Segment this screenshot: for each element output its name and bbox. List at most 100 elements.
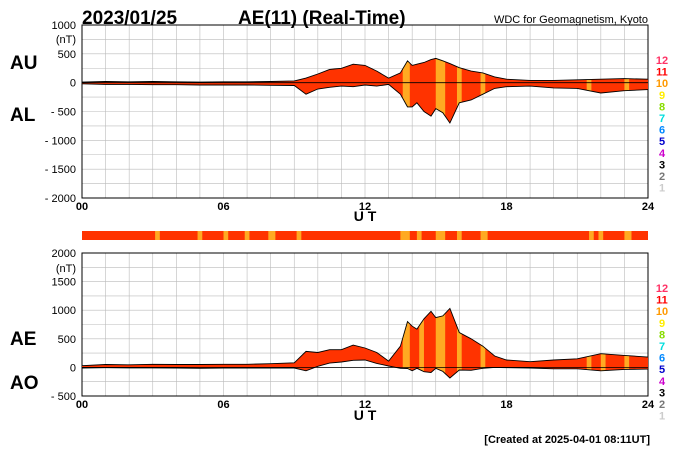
au-al-y-ticks: 1000 500 0 - 500 - 1000 - 1500 - 2000: [45, 20, 76, 205]
y-tick-label: - 2000: [45, 193, 76, 205]
station-highlight-band: [435, 58, 446, 123]
station-scale-label: 5: [659, 136, 665, 148]
y-tick-label: 1000: [52, 20, 76, 32]
station-bar-segment: [598, 231, 604, 240]
station-bar-segment: [480, 231, 488, 240]
y-tick-label: 2000: [52, 248, 76, 260]
station-scale-label: 11: [656, 295, 668, 307]
ae-ao-grid: [81, 252, 649, 397]
station-scale-label: 9: [659, 318, 665, 330]
plot-frame: [81, 252, 649, 397]
x-tick-label: 12: [359, 201, 371, 213]
station-bar-segment: [456, 231, 462, 240]
station-scale-label: 1: [659, 411, 665, 423]
x-tick-label: 24: [642, 399, 655, 411]
station-scale-label: 3: [659, 159, 665, 171]
station-bar-base: [82, 231, 648, 240]
station-bar-segment: [400, 231, 410, 240]
station-scale-label: 7: [659, 113, 665, 125]
station-highlight-band: [480, 58, 486, 123]
station-bar-segment: [416, 231, 422, 240]
ae-ao-x-ticks: 00 06 12 18 24: [76, 399, 655, 411]
station-scale-label: 1: [659, 183, 665, 195]
station-count-bar: [82, 231, 648, 240]
y-tick-label: 0: [70, 362, 76, 374]
x-tick-label: 06: [217, 399, 229, 411]
y-tick-label: - 1500: [45, 164, 76, 176]
au-al-unit: (nT): [56, 34, 76, 46]
y-tick-label: 500: [58, 334, 76, 346]
ae-ao-y-ticks: 2000 1500 1000 500 0 - 500: [51, 248, 76, 403]
station-highlight-band: [456, 58, 462, 123]
au-al-x-ticks: 00 06 12 18 24: [76, 201, 655, 213]
station-bar-segment: [244, 231, 250, 240]
station-scale-label: 10: [656, 78, 668, 90]
station-scale-label: 6: [659, 353, 665, 365]
station-bar-segment: [268, 231, 276, 240]
y-tick-label: 1500: [52, 277, 76, 289]
chart-date: 2023/01/25: [82, 8, 178, 29]
station-scale-label: 4: [659, 376, 666, 388]
ao-label: AO: [10, 373, 39, 394]
station-scale-label: 10: [656, 306, 668, 318]
plot-frame: [81, 24, 649, 199]
station-scale-label: 12: [656, 55, 668, 67]
series-line-au: [81, 57, 649, 83]
x-tick-label: 24: [642, 201, 655, 213]
series-line-ae: [81, 307, 649, 367]
source-label: WDC for Geomagnetism, Kyoto: [494, 14, 648, 26]
station-bar-segment: [223, 231, 229, 240]
station-scale-label: 5: [659, 364, 665, 376]
au-al-grid: [81, 24, 649, 199]
ae-label: AE: [10, 329, 36, 350]
station-scale-label: 12: [656, 283, 668, 295]
x-tick-label: 00: [76, 201, 88, 213]
station-bar-segment: [155, 231, 160, 240]
y-tick-label: - 1000: [45, 135, 76, 147]
station-highlight-band: [456, 308, 462, 378]
au-al-area: [81, 57, 649, 124]
created-timestamp: [Created at 2025-04-01 08:11UT]: [484, 434, 650, 446]
station-scale-label: 4: [659, 148, 666, 160]
station-highlight-band: [419, 308, 424, 378]
station-scale-label: 8: [659, 101, 665, 113]
x-tick-label: 06: [217, 201, 229, 213]
station-highlight-band: [435, 308, 446, 378]
chart-title: AE(11) (Real-Time): [238, 8, 406, 29]
station-scale-label: 2: [659, 171, 665, 183]
station-scale-label: 2: [659, 399, 665, 411]
x-tick-label: 00: [76, 399, 88, 411]
au-al-x-axis-label: U T: [354, 208, 377, 224]
station-highlight-band: [402, 58, 410, 123]
x-tick-label: 12: [359, 399, 371, 411]
y-tick-label: 0: [70, 78, 76, 90]
index-envelope: [82, 308, 648, 378]
series-line-al: [81, 83, 649, 124]
ae-ao-x-axis-label: U T: [354, 407, 377, 423]
y-tick-label: - 500: [51, 391, 76, 403]
index-envelope: [82, 58, 648, 123]
station-bar-segment: [197, 231, 203, 240]
x-tick-label: 18: [500, 399, 512, 411]
station-bar-segment: [589, 231, 594, 240]
station-bar-segment: [296, 231, 302, 240]
station-scale-label: 11: [656, 67, 668, 79]
station-scale-label: 3: [659, 387, 665, 399]
y-tick-label: 1000: [52, 305, 76, 317]
station-highlight-band: [402, 308, 410, 378]
station-scale-label: 7: [659, 341, 665, 353]
x-tick-label: 18: [500, 201, 512, 213]
station-scale-label: 8: [659, 329, 665, 341]
au-label: AU: [10, 53, 37, 74]
ae-ao-unit: (nT): [56, 263, 76, 275]
y-tick-label: 500: [58, 49, 76, 61]
station-scale-label: 6: [659, 125, 665, 137]
station-bar-segment: [435, 231, 446, 240]
y-tick-label: - 500: [51, 107, 76, 119]
station-bar-segment: [624, 231, 632, 240]
